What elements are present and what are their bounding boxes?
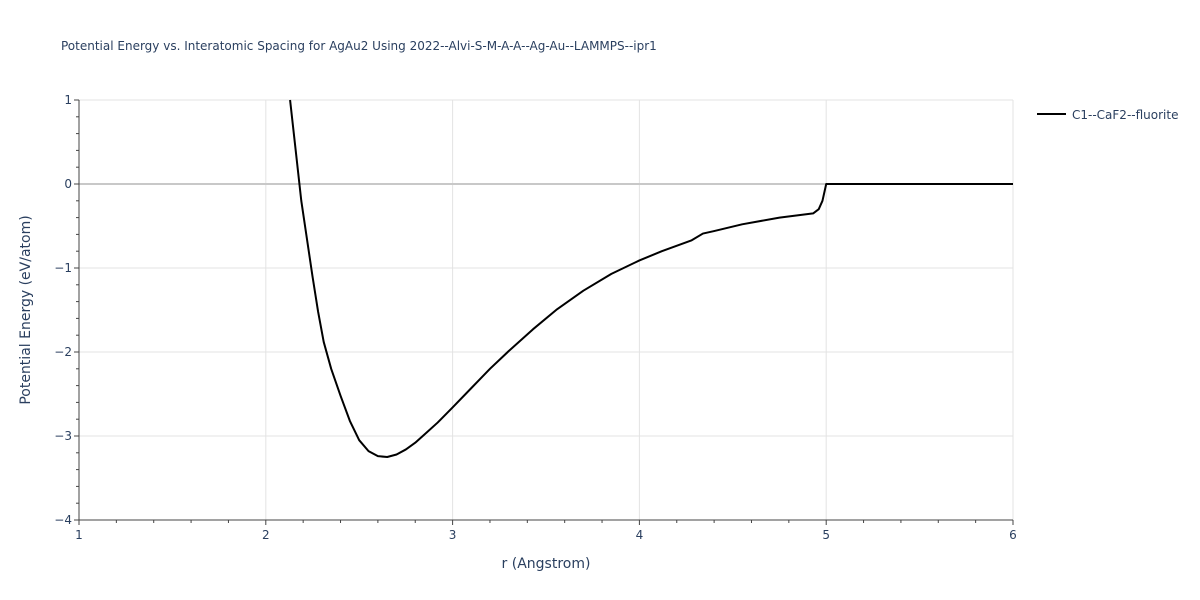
x-tick-label: 4 — [636, 528, 644, 542]
y-tick-label: 1 — [64, 93, 72, 107]
y-tick-label: −1 — [54, 261, 72, 275]
x-axis-title: r (Angstrom) — [502, 556, 591, 572]
y-tick-label: 0 — [64, 177, 72, 191]
y-tick-label: −3 — [54, 429, 72, 443]
x-tick-label: 1 — [75, 528, 83, 542]
x-tick-label: 5 — [822, 528, 830, 542]
x-tick-label: 6 — [1009, 528, 1017, 542]
series-layer — [289, 99, 1013, 458]
axis-layer: 1 2 3 4 5 6 −4 −3 −2 −1 0 1 — [54, 93, 1017, 542]
y-axis-title: Potential Energy (eV/atom) — [18, 215, 34, 404]
chart-title: Potential Energy vs. Interatomic Spacing… — [61, 39, 657, 53]
x-tick-label: 2 — [262, 528, 270, 542]
series-line — [289, 99, 1013, 458]
y-tick-label: −2 — [54, 345, 72, 359]
grid-layer — [79, 99, 1014, 520]
y-tick-label: −4 — [54, 513, 72, 527]
legend[interactable]: C1--CaF2--fluorite — [1037, 108, 1178, 122]
legend-label: C1--CaF2--fluorite — [1072, 108, 1178, 122]
x-tick-label: 3 — [449, 528, 457, 542]
